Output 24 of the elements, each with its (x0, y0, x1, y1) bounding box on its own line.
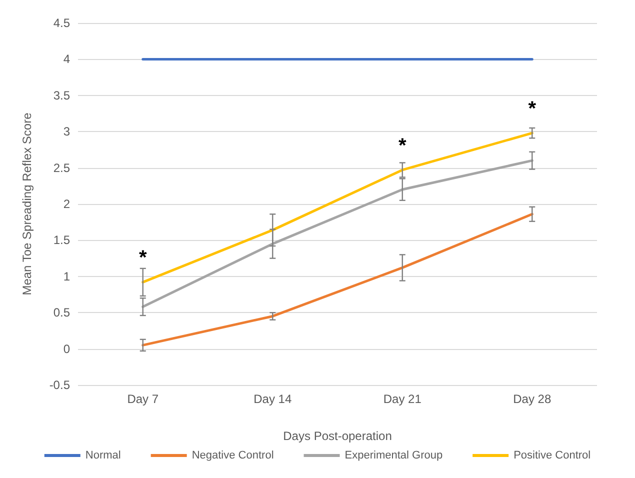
y-tick-label: 2 (63, 197, 70, 211)
x-axis-title: Days Post-operation (283, 429, 392, 443)
y-tick-label: 0 (63, 342, 70, 356)
x-tick-label: Day 21 (383, 392, 422, 406)
annotation: * (138, 247, 147, 270)
y-tick-label: 3 (63, 124, 70, 139)
y-tick-label: 0.5 (53, 306, 70, 320)
x-tick-label: Day 14 (254, 392, 292, 406)
y-tick-label: 1 (63, 269, 70, 284)
x-tick-label: Day 28 (513, 392, 552, 406)
y-tick-label: 4 (63, 52, 70, 66)
y-tick-label: 4.5 (53, 16, 70, 30)
annotation: * (398, 134, 406, 157)
y-tick-label: 2.5 (53, 160, 70, 175)
y-tick-label: -0.5 (49, 378, 70, 392)
x-tick-label: Day 7 (127, 392, 159, 406)
y-tick-label: 3.5 (53, 88, 70, 102)
legend-label: Experimental Group (344, 450, 443, 462)
legend-label: Normal (85, 450, 121, 462)
annotation: * (528, 98, 536, 120)
y-tick-label: 1.5 (53, 233, 70, 248)
y-axis-title: Mean Toe Spreading Reflex Score (20, 112, 34, 296)
legend-label: Positive Control (514, 450, 591, 462)
legend-label: Negative Control (192, 450, 274, 462)
